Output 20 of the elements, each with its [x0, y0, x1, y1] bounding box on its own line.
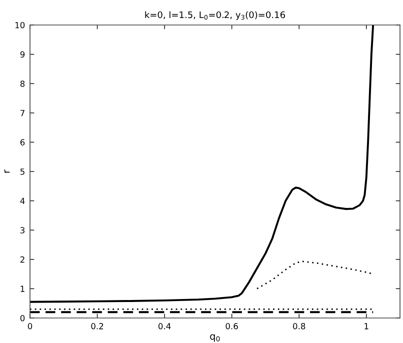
- x-tick-label: 0.6: [226, 323, 238, 330]
- y-axis-title: r: [4, 170, 10, 173]
- y-tick-label: 8: [20, 80, 25, 87]
- y-tick-label: 4: [20, 198, 25, 204]
- y-tick-label: 3: [20, 227, 24, 234]
- x-tick-label: 0: [28, 323, 32, 330]
- y-tick-label: 7: [20, 110, 24, 116]
- y-tick-label: 10: [15, 22, 25, 28]
- x-tick-label: 0.2: [91, 323, 104, 330]
- chart-title: k=0, l=1.5, L$_{0}$=0.2, y$_{3}$(0)=0.16: [145, 11, 285, 20]
- y-tick-label: 1: [20, 286, 24, 292]
- y-tick-label: 9: [20, 51, 25, 58]
- x-axis-title: q$_{0}$: [210, 334, 220, 342]
- x-tick-label: 0.8: [293, 323, 306, 330]
- x-tick-label: 1: [364, 323, 368, 330]
- y-tick-label: 5: [20, 168, 24, 175]
- y-tick-label: 6: [20, 139, 25, 146]
- y-tick-label: 2: [20, 256, 24, 263]
- x-tick-label: 0.4: [158, 323, 171, 330]
- y-tick-label: 0: [20, 314, 25, 322]
